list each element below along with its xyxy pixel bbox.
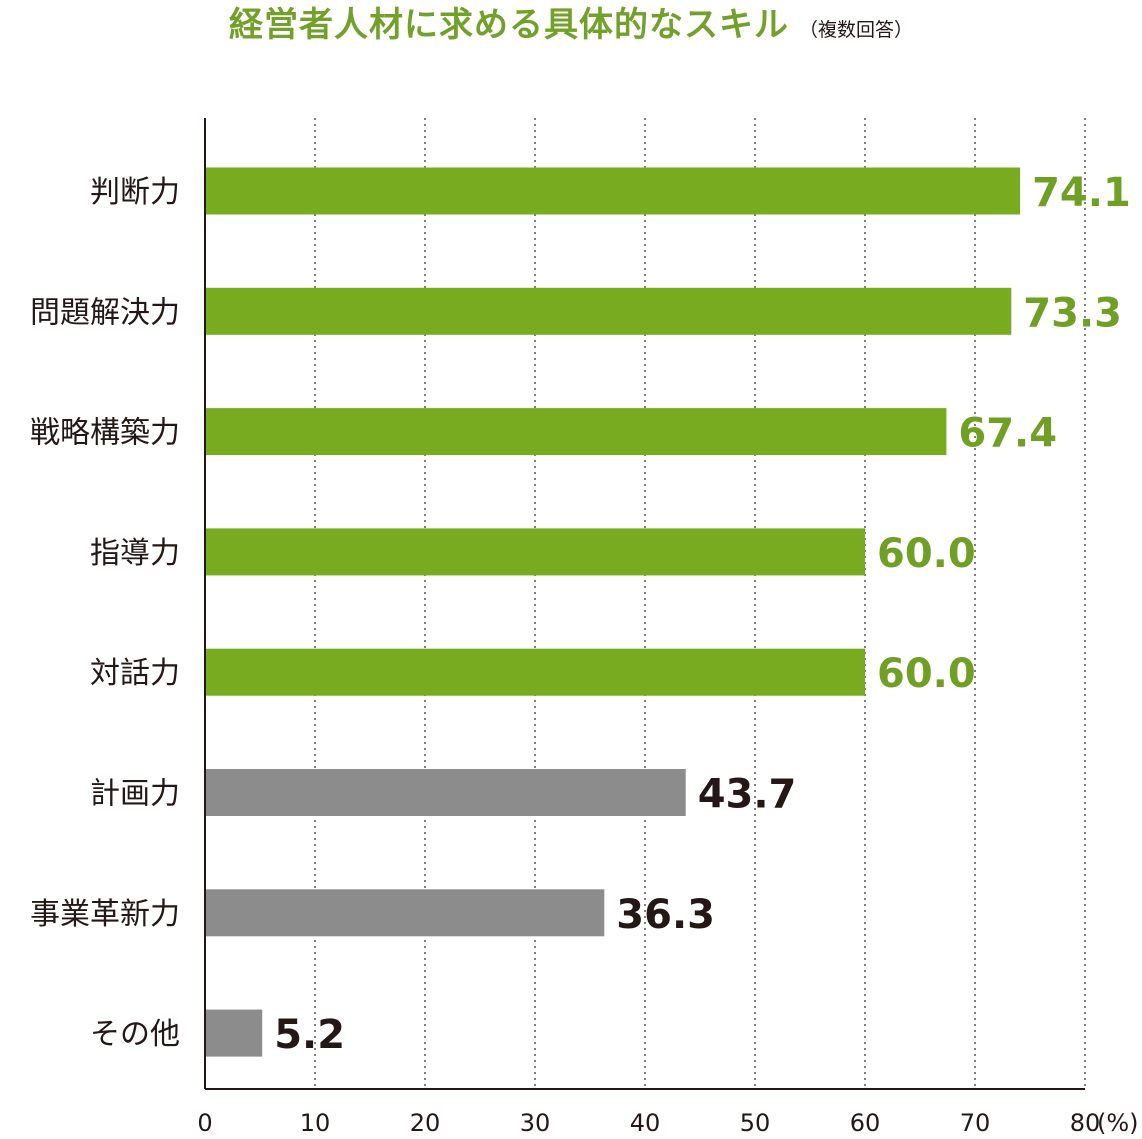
chart-title: 経営者人材に求める具体的なスキル	[228, 5, 789, 45]
gridlines	[314, 118, 1086, 1089]
x-tick-label: 20	[410, 1109, 441, 1137]
data-label: 5.2	[274, 1012, 345, 1058]
x-tick-label: 40	[630, 1109, 661, 1137]
chart-title-row: 経営者人材に求める具体的なスキル （複数回答）	[0, 0, 1142, 50]
x-tick-label: 30	[520, 1109, 551, 1137]
category-label: その他	[90, 1017, 180, 1052]
bar	[205, 287, 1012, 335]
bar	[205, 889, 605, 937]
x-tick-label: 80	[1070, 1109, 1101, 1137]
category-label: 判断力	[90, 175, 180, 210]
category-label: 事業革新力	[30, 897, 180, 932]
data-label: 73.3	[1023, 290, 1122, 336]
bar	[205, 167, 1021, 215]
x-tick-label: 60	[850, 1109, 881, 1137]
data-label: 60.0	[877, 651, 976, 697]
category-label: 対話力	[90, 656, 180, 691]
data-label: 43.7	[698, 772, 797, 818]
bar	[205, 648, 865, 696]
bars	[205, 167, 1021, 1057]
data-label: 74.1	[1032, 170, 1131, 216]
x-tick-label: 10	[300, 1109, 331, 1137]
data-label: 36.3	[616, 892, 715, 938]
data-label: 67.4	[958, 411, 1057, 457]
x-unit-label: (%)	[1097, 1109, 1139, 1137]
bar	[205, 408, 947, 456]
category-label: 問題解決力	[30, 295, 180, 330]
data-label: 60.0	[877, 531, 976, 577]
category-label: 戦略構築力	[30, 416, 180, 451]
chart-subtitle: （複数回答）	[798, 19, 913, 41]
bar	[205, 1009, 263, 1057]
bar	[205, 528, 865, 576]
category-label: 指導力	[90, 536, 180, 571]
axes: 0 10 20 30 40 50 60 70 80(%) 判断力 74.1 問題解決力 73.3 戦略構築…	[30, 118, 1139, 1137]
x-tick-label: 0	[197, 1109, 212, 1137]
bar	[205, 769, 686, 816]
category-label: 計画力	[90, 777, 180, 812]
x-tick-label: 70	[960, 1109, 991, 1137]
x-tick-label: 50	[740, 1109, 771, 1137]
